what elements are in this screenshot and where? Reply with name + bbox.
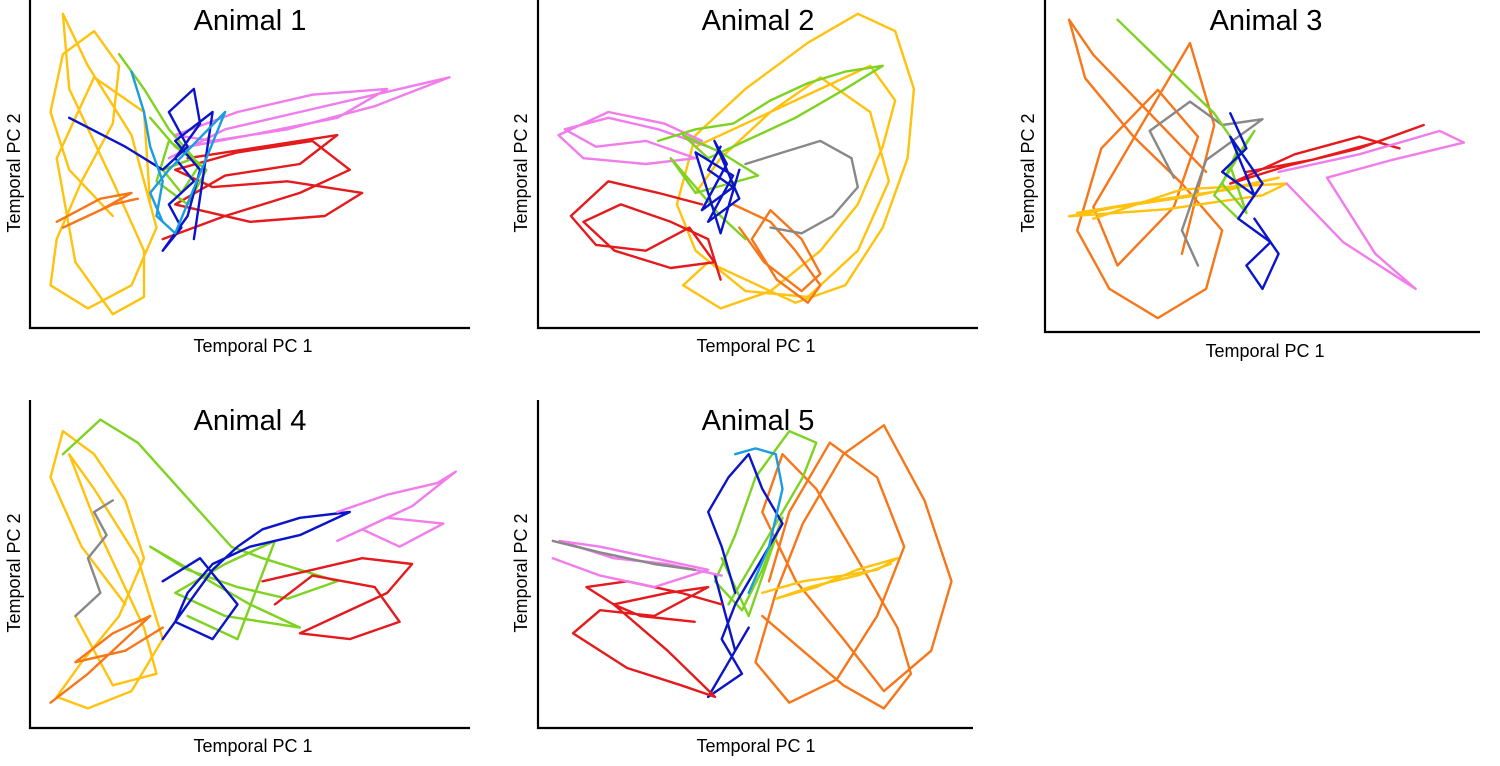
trajectory-red-animal-5 bbox=[571, 580, 723, 699]
trajectory-gray-animal-4 bbox=[74, 499, 115, 618]
chart-title-animal-5: Animal 5 bbox=[702, 405, 815, 437]
trajectory-blue-animal-4 bbox=[161, 510, 351, 641]
axes-animal-1 bbox=[28, 0, 470, 330]
trajectory-yellow-animal-3 bbox=[1067, 176, 1288, 220]
panel-animal-4: Animal 4 Temporal PC 1 Temporal PC 2 bbox=[4, 400, 470, 756]
panel-animal-5: Animal 5 Temporal PC 1 Temporal PC 2 bbox=[511, 400, 973, 756]
trajectory-yellow-animal-2 bbox=[675, 12, 916, 310]
panel-animal-1: Animal 1 Temporal PC 1 Temporal PC 2 bbox=[4, 0, 470, 356]
x-axis-label-animal-2: Temporal PC 1 bbox=[696, 336, 815, 356]
trajectory-cyan-animal-1 bbox=[130, 70, 227, 235]
chart-title-animal-1: Animal 1 bbox=[194, 5, 307, 37]
x-axis-label-animal-1: Temporal PC 1 bbox=[193, 336, 312, 356]
x-axis-label-animal-3: Temporal PC 1 bbox=[1205, 341, 1324, 361]
plot-area-animal-3 bbox=[1067, 18, 1466, 320]
trajectory-orange-animal-3 bbox=[1067, 18, 1224, 320]
y-axis-label-animal-3: Temporal PC 2 bbox=[1018, 113, 1038, 232]
trajectory-yellow-animal-1 bbox=[49, 12, 158, 316]
chart-title-animal-3: Animal 3 bbox=[1210, 5, 1323, 37]
axes-animal-2 bbox=[536, 0, 978, 330]
panel-animal-3: Animal 3 Temporal PC 1 Temporal PC 2 bbox=[1018, 0, 1480, 361]
trajectory-blue-animal-1 bbox=[67, 87, 214, 252]
trajectory-blue-animal-2 bbox=[694, 139, 741, 235]
x-axis-label-animal-5: Temporal PC 1 bbox=[696, 736, 815, 756]
trajectory-green-animal-1 bbox=[117, 53, 208, 206]
trajectory-gray-animal-5 bbox=[551, 539, 696, 571]
axes-animal-3 bbox=[1043, 0, 1480, 334]
trajectory-orange-animal-4 bbox=[49, 614, 164, 704]
trajectory-pink-animal-2 bbox=[557, 110, 710, 166]
trajectory-yellow-animal-4 bbox=[49, 429, 164, 710]
trajectory-yellow-animal-5 bbox=[761, 557, 899, 600]
trajectory-gray-animal-3 bbox=[1148, 100, 1264, 267]
y-axis-label-animal-5: Temporal PC 2 bbox=[511, 513, 531, 632]
trajectory-gray-animal-2 bbox=[744, 139, 859, 235]
chart-title-animal-2: Animal 2 bbox=[702, 5, 815, 37]
trajectory-pink-animal-3 bbox=[1277, 129, 1466, 291]
axes-animal-5 bbox=[536, 400, 973, 730]
trajectory-pink-animal-4 bbox=[336, 470, 457, 548]
y-axis-label-animal-1: Temporal PC 2 bbox=[4, 113, 24, 232]
plot-area-animal-5 bbox=[551, 424, 953, 710]
chart-title-animal-4: Animal 4 bbox=[194, 405, 307, 437]
trajectory-red-animal-3 bbox=[1229, 123, 1425, 185]
trajectory-orange-animal-5 bbox=[754, 424, 953, 710]
panel-animal-2: Animal 2 Temporal PC 1 Temporal PC 2 bbox=[511, 0, 978, 356]
trajectory-green-animal-3 bbox=[1116, 18, 1256, 220]
trajectory-red-animal-1 bbox=[161, 133, 364, 241]
axes-animal-4 bbox=[28, 400, 470, 730]
y-axis-label-animal-2: Temporal PC 2 bbox=[511, 113, 531, 232]
trajectory-red-animal-4 bbox=[261, 557, 414, 641]
trajectory-red-animal-2 bbox=[569, 180, 722, 281]
x-axis-label-animal-4: Temporal PC 1 bbox=[193, 736, 312, 756]
trajectory-green-animal-2 bbox=[657, 64, 884, 241]
plot-area-animal-1 bbox=[49, 12, 451, 316]
trajectory-orange-animal-1 bbox=[55, 191, 140, 229]
trajectory-blue-animal-5 bbox=[707, 453, 784, 699]
trajectory-cyan-animal-5 bbox=[734, 447, 784, 595]
trajectory-orange-animal-2 bbox=[731, 203, 822, 304]
trajectory-green-animal-5 bbox=[713, 429, 818, 618]
plot-area-animal-2 bbox=[557, 12, 916, 310]
plot-area-animal-4 bbox=[49, 418, 457, 710]
trajectory-blue-animal-3 bbox=[1220, 112, 1280, 291]
y-axis-label-animal-4: Temporal PC 2 bbox=[4, 513, 24, 632]
